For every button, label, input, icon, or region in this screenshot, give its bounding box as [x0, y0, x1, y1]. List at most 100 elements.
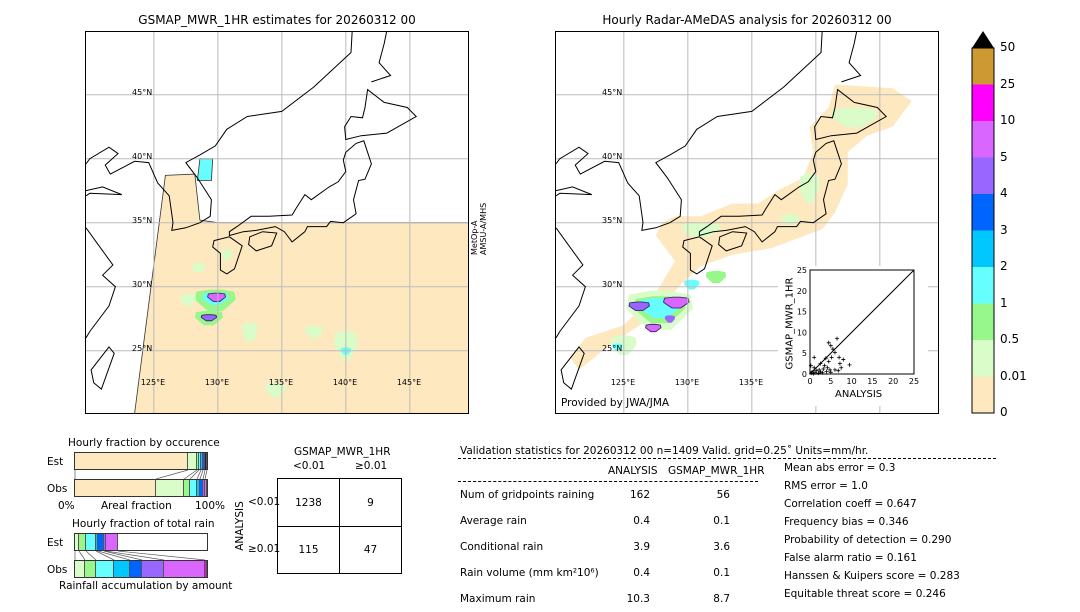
scatter-point — [812, 370, 817, 375]
coastline — [371, 32, 392, 83]
scatter-xtick: 0 — [807, 377, 812, 386]
bar-segment — [78, 534, 86, 550]
bar-segment — [113, 561, 130, 577]
score-line: Equitable threat score = 0.246 — [784, 588, 946, 600]
stat-label: Maximum rain — [460, 593, 536, 605]
scatter-xtick: 10 — [847, 377, 857, 386]
scatter-point — [830, 347, 835, 352]
lat-label: 30°N — [132, 279, 153, 289]
right-map-rain-area — [664, 315, 675, 323]
scatter-point — [808, 363, 813, 368]
left-map-rain-area — [207, 292, 226, 303]
left-map-rain-area — [242, 322, 258, 343]
left-map — [85, 31, 469, 414]
bar-segment — [204, 453, 207, 469]
colorbar-segment — [972, 84, 994, 121]
lat-label: 30°N — [602, 279, 623, 289]
bar-segment — [163, 561, 205, 577]
coastline — [556, 227, 586, 339]
rain-obs-bar — [74, 560, 208, 578]
divider — [278, 526, 401, 527]
right-map-rain-area — [781, 214, 800, 225]
left-map-rain-area — [221, 249, 232, 262]
lon-label: 130°E — [674, 377, 700, 387]
credit: Provided by JWA/JMA — [561, 397, 670, 409]
lat-label: 25°N — [132, 343, 153, 353]
cell-miss: 115 — [298, 544, 319, 556]
scatter-point — [812, 365, 817, 370]
lon-label: 125°E — [140, 377, 166, 387]
right-map-rain-area — [612, 343, 623, 351]
lat-label: 35°N — [602, 215, 623, 225]
right-map-canvas — [556, 32, 938, 413]
coastline-hokkaido — [344, 88, 418, 141]
stat-gsmap: 0.1 — [713, 567, 730, 579]
scatter-xtick: 15 — [867, 377, 877, 386]
right-map-rain-area — [663, 296, 690, 309]
right-map-title: Hourly Radar-AMeDAS analysis for 2026031… — [602, 13, 892, 27]
divider — [458, 458, 996, 459]
contingency-col-label-1: <0.01 — [293, 460, 326, 472]
coastline-kyushu — [682, 236, 713, 275]
scatter-point — [837, 361, 842, 366]
bar-segment — [95, 561, 114, 577]
colorbar-segment — [972, 48, 994, 85]
bar-segment — [189, 480, 197, 496]
lat-label: 40°N — [602, 151, 623, 161]
stat-label: Rain volume (mm km²10⁶) — [460, 567, 599, 579]
colorbar-frame — [971, 47, 995, 414]
lon-label: 130°E — [204, 377, 230, 387]
connector-line — [183, 470, 198, 479]
bar-segment — [97, 534, 104, 550]
scatter-ytick: 5 — [802, 349, 807, 358]
scatter-xtick: 20 — [888, 377, 898, 386]
stat-label: Conditional rain — [460, 541, 544, 553]
lat-label: 45°N — [132, 87, 153, 97]
colorbar-segment — [972, 267, 994, 304]
scatter-point — [841, 357, 846, 362]
lat-label: 35°N — [132, 215, 153, 225]
coastline-kyushu — [212, 236, 243, 275]
diagonal-line — [809, 269, 915, 375]
stat-gsmap: 3.6 — [713, 541, 730, 553]
right-map-rain-area — [681, 222, 720, 238]
left-map-canvas — [86, 32, 468, 413]
bar-segment — [201, 453, 203, 469]
scatter-ylabel: GSMAP_MWR_1HR — [784, 277, 796, 370]
coastline — [556, 186, 592, 197]
connector-line — [103, 551, 143, 560]
contingency-row-label-2: ≥0.01 — [248, 543, 281, 555]
stat-analysis: 10.3 — [626, 593, 650, 605]
scatter-point — [832, 367, 837, 372]
lon-label: 140°E — [332, 377, 358, 387]
lat-label: 45°N — [602, 87, 623, 97]
left-map-rain-area — [265, 382, 286, 398]
score-line: Correlation coeff = 0.647 — [784, 498, 917, 510]
right-map-rain-area — [645, 323, 662, 333]
bar-segment — [105, 534, 118, 550]
bar-segment — [75, 561, 86, 577]
cell-false-alarm: 9 — [367, 497, 374, 509]
colorbar-tick: 3 — [1000, 222, 1008, 237]
occurrence-title: Hourly fraction by occurence — [68, 437, 220, 449]
scatter-xtick: 25 — [909, 377, 919, 386]
lat-label: 25°N — [602, 343, 623, 353]
bar-segment — [184, 480, 190, 496]
lon-label: 135°E — [268, 377, 294, 387]
scatter-point — [832, 350, 837, 355]
scatter-point — [824, 369, 829, 374]
stat-analysis: 0.4 — [633, 567, 650, 579]
scatter-point — [829, 355, 834, 360]
occurrence-est-label: Est — [47, 456, 64, 468]
stats-col-gsmap: GSMAP_MWR_1HR — [668, 465, 765, 477]
connector-line — [199, 470, 204, 479]
scatter-point — [828, 343, 833, 348]
bar-segment — [187, 453, 197, 469]
left-map-title: GSMAP_MWR_1HR estimates for 20260312 00 — [138, 13, 416, 27]
bar-segment — [204, 480, 207, 496]
connector-line — [202, 470, 206, 479]
bar-segment — [95, 534, 98, 550]
score-line: Frequency bias = 0.346 — [784, 516, 909, 528]
scatter-point — [818, 361, 823, 366]
scatter-point — [816, 371, 821, 376]
